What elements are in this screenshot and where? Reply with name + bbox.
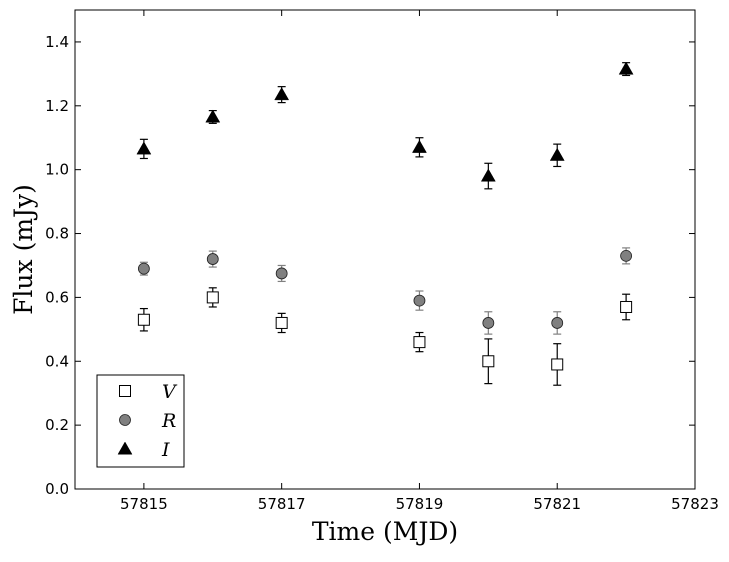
data-point-V: [620, 300, 633, 313]
series-R: [137, 247, 633, 335]
data-point-V: [275, 316, 288, 329]
data-point-I: [136, 141, 152, 155]
legend-marker-V: [119, 385, 131, 397]
y-tick-label: 1.0: [45, 161, 69, 179]
data-point-I: [205, 109, 221, 123]
data-point-R: [275, 267, 288, 280]
data-point-I: [480, 168, 496, 182]
data-point-R: [620, 249, 633, 262]
legend-marker-R: [119, 414, 131, 426]
data-point-V: [482, 355, 495, 368]
legend-marker-I: [117, 441, 133, 455]
data-point-R: [137, 262, 150, 275]
x-tick-label: 57819: [396, 495, 444, 513]
data-point-I: [549, 147, 565, 161]
y-axis-title: Flux (mJy): [9, 184, 38, 315]
data-point-R: [482, 317, 495, 329]
data-point-R: [413, 294, 426, 307]
y-tick-label: 0.0: [45, 480, 69, 498]
y-tick-label: 1.2: [45, 97, 69, 115]
y-tick-label: 0.6: [45, 288, 69, 306]
data-point-I: [618, 61, 634, 75]
legend: VRI: [96, 374, 185, 468]
legend-label-R: R: [161, 410, 176, 432]
x-tick-label: 57823: [671, 495, 719, 513]
x-tick-label: 57817: [258, 495, 306, 513]
x-tick-label: 57815: [120, 495, 168, 513]
legend-label-V: V: [162, 381, 178, 403]
x-axis-title: Time (MJD): [312, 517, 458, 546]
data-point-R: [551, 317, 564, 329]
data-point-V: [551, 358, 564, 371]
series-V: [137, 287, 633, 386]
x-tick-label: 57821: [533, 495, 581, 513]
y-tick-label: 0.8: [45, 225, 69, 243]
data-point-V: [137, 313, 150, 326]
legend-label-I: I: [161, 439, 170, 461]
series-I: [136, 61, 634, 190]
data-point-I: [412, 139, 427, 153]
data-point-V: [413, 336, 426, 349]
data-point-I: [274, 87, 290, 101]
plot-frame: [74, 9, 696, 490]
legend-box: [96, 374, 185, 468]
y-tick-label: 0.2: [45, 416, 69, 434]
data-point-V: [206, 291, 219, 304]
data-point-R: [206, 253, 219, 265]
y-tick-label: 0.4: [45, 352, 69, 370]
y-tick-label: 1.4: [45, 33, 69, 51]
